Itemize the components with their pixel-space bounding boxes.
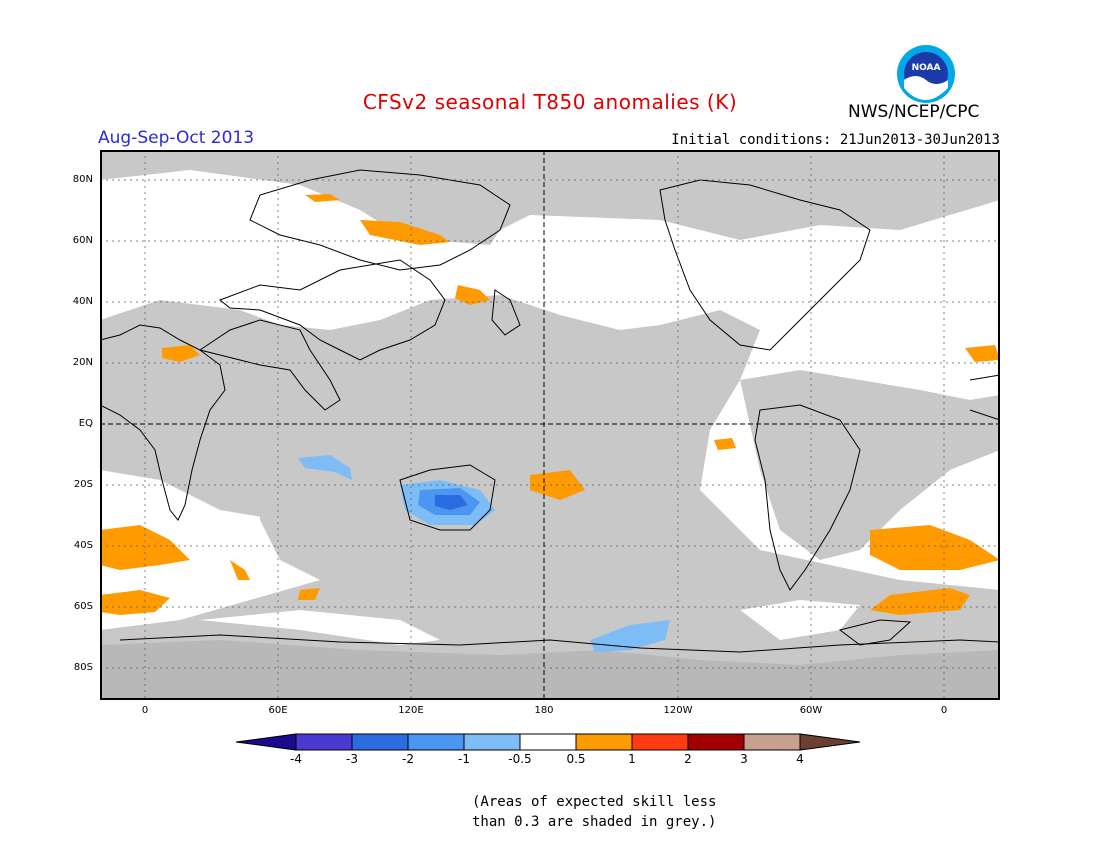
lat-label: 20N (72, 357, 93, 368)
colorbar-segment (236, 733, 297, 751)
colorbar-segment (799, 733, 861, 751)
colorbar-tick-label: -0.5 (508, 752, 532, 766)
skill-note-line: (Areas of expected skill less (472, 794, 717, 810)
cool-anomaly-regions (298, 455, 670, 652)
season-label: Aug-Sep-Oct 2013 (98, 128, 255, 148)
lat-lon-grid (100, 150, 1000, 700)
colorbar-tick-label: 4 (796, 752, 804, 766)
lon-label: 0 (141, 705, 149, 716)
colorbar-segment (575, 733, 633, 751)
colorbar-segment (295, 733, 353, 751)
chart-title: CFSv2 seasonal T850 anomalies (K) (362, 90, 738, 114)
lon-label: 0 (940, 705, 948, 716)
lat-label: 40N (72, 296, 93, 307)
colorbar-segment (463, 733, 521, 751)
lat-label: 80N (72, 174, 93, 185)
svg-text:NOAA: NOAA (912, 63, 941, 73)
colorbar-tick-label: 0.5 (566, 752, 586, 766)
noaa-logo: NOAA (897, 45, 955, 103)
lat-label: 60S (73, 601, 93, 612)
colorbar-tick-label: 3 (740, 752, 748, 766)
colorbar-segment (743, 733, 801, 751)
colorbar-tick-label: -4 (290, 752, 302, 766)
lat-label: 40S (73, 540, 93, 551)
colorbar-tick-label: -2 (402, 752, 414, 766)
colorbar-segment (351, 733, 409, 751)
lat-label: EQ (78, 418, 93, 429)
warm-anomaly-regions (100, 194, 1000, 615)
organization-label: NWS/NCEP/CPC (848, 102, 980, 122)
colorbar-segment (519, 733, 577, 751)
lon-label: 60E (268, 705, 288, 716)
initial-conditions-label: Initial conditions: 21Jun2013-30Jun2013 (671, 132, 1000, 148)
colorbar (236, 733, 861, 751)
colorbar-tick-label: -1 (458, 752, 470, 766)
colorbar-tick-label: 1 (628, 752, 636, 766)
colorbar-segment (407, 733, 465, 751)
skill-note-line: than 0.3 are shaded in grey.) (472, 814, 717, 830)
skill-note: (Areas of expected skill less than 0.3 a… (472, 792, 716, 832)
lat-label: 60N (72, 235, 93, 246)
colorbar-segment (631, 733, 689, 751)
colorbar-tick-label: -3 (346, 752, 358, 766)
colorbar-tick-label: 2 (684, 752, 692, 766)
lat-label: 80S (73, 662, 93, 673)
lon-label: 120W (663, 705, 693, 716)
map-frame (100, 150, 1000, 700)
anomaly-map (100, 150, 1000, 700)
lon-label: 180 (534, 705, 554, 716)
lon-label: 60W (799, 705, 823, 716)
lat-label: 20S (73, 479, 93, 490)
lon-label: 120E (398, 705, 424, 716)
colorbar-segment (687, 733, 745, 751)
coastlines (100, 169, 1000, 653)
